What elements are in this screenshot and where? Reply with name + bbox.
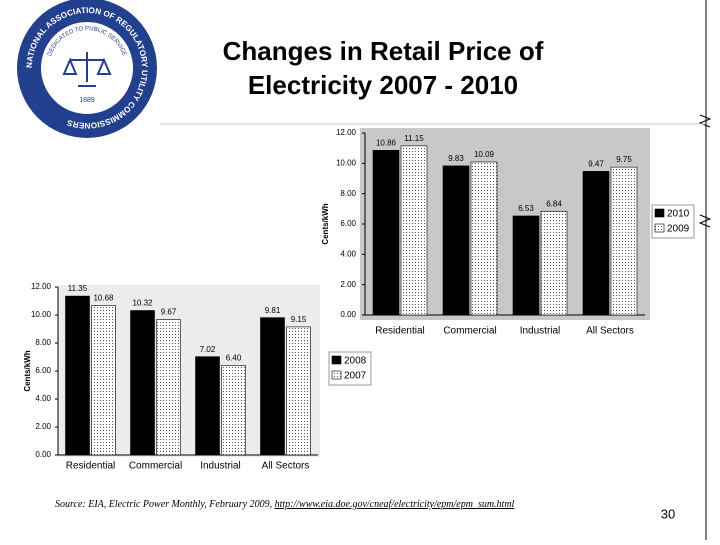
bar	[372, 149, 400, 316]
bar	[156, 319, 181, 456]
value-label: 10.86	[376, 138, 397, 147]
value-label: 10.32	[132, 299, 153, 308]
bar	[195, 356, 220, 456]
y-tick-label: 0.00	[35, 450, 51, 459]
value-label: 6.53	[518, 204, 534, 213]
y-tick-label: 6.00	[35, 366, 51, 375]
y-tick-label: 0.00	[340, 310, 356, 319]
source-link[interactable]: http://www.eia.doe.gov/cneaf/electricity…	[275, 499, 515, 510]
x-tick-label: Commercial	[443, 326, 496, 337]
x-tick-label: Industrial	[200, 461, 241, 472]
value-label: 9.81	[265, 306, 281, 315]
legend-swatch	[654, 208, 665, 218]
bar	[610, 166, 638, 316]
value-label: 11.35	[68, 284, 88, 293]
chart: 0.00 2.00 4.00 6.00 8.00 10.00 12.00 Cents/kWh R…	[23, 282, 372, 472]
source: Source: EIA, Electric Power Monthly, Feb…	[55, 499, 515, 510]
x-tick-label: Residential	[66, 461, 115, 472]
y-tick-label: 2.00	[35, 422, 51, 431]
value-label: 6.84	[546, 199, 562, 208]
bar	[286, 326, 311, 456]
chart: 0.00 2.00 4.00 6.00 8.00 10.00 12.00 Cents/kWh R…	[321, 128, 695, 337]
value-label: 9.15	[291, 315, 307, 324]
legend-swatch	[331, 370, 342, 380]
y-tick-label: 10.00	[336, 158, 357, 167]
legend-swatch	[654, 223, 665, 233]
x-tick-label: Residential	[375, 326, 424, 337]
y-axis-label: Cents/kWh	[23, 350, 32, 391]
y-tick-label: 4.00	[35, 394, 51, 403]
bar	[91, 305, 116, 456]
y-tick-label: 12.00	[336, 128, 357, 137]
bar	[540, 210, 568, 316]
y-axis-label: Cents/kWh	[321, 203, 330, 244]
y-tick-label: 8.00	[35, 338, 51, 347]
source-text: Source: EIA, Electric Power Monthly, Feb…	[55, 499, 275, 510]
value-label: 9.75	[616, 155, 632, 164]
page-number: 30	[661, 506, 675, 521]
legend-label: 2009	[667, 224, 690, 235]
value-label: 10.09	[474, 150, 495, 159]
value-label: 10.68	[93, 294, 114, 303]
bar	[470, 161, 498, 316]
side-zigzag	[698, 114, 712, 228]
y-tick-label: 6.00	[340, 219, 356, 228]
bar	[260, 317, 285, 456]
value-label: 7.02	[200, 345, 216, 354]
value-label: 9.47	[588, 159, 604, 168]
legend-label: 2008	[344, 356, 367, 367]
x-tick-label: All Sectors	[586, 326, 634, 337]
bar	[130, 310, 155, 456]
y-tick-label: 4.00	[340, 249, 356, 258]
value-label: 9.67	[161, 308, 177, 317]
x-tick-label: Commercial	[129, 461, 182, 472]
legend-label: 2007	[344, 371, 367, 382]
bar	[512, 215, 540, 316]
legend-label: 2010	[667, 209, 690, 220]
bar	[65, 295, 90, 456]
y-tick-label: 2.00	[340, 280, 356, 289]
bar	[442, 165, 470, 316]
y-tick-label: 12.00	[31, 282, 52, 291]
bar	[400, 145, 428, 316]
value-label: 11.15	[404, 134, 424, 143]
value-label: 6.40	[226, 354, 242, 363]
y-tick-label: 10.00	[31, 310, 52, 319]
title-line: Changes in Retail Price of	[223, 36, 544, 66]
value-label: 9.83	[448, 154, 464, 163]
x-tick-label: All Sectors	[262, 461, 310, 472]
x-tick-label: Industrial	[520, 326, 561, 337]
y-tick-label: 8.00	[340, 189, 356, 198]
legend-swatch	[331, 355, 342, 365]
bar	[582, 171, 610, 316]
bar	[221, 365, 246, 456]
logo-year: 1889	[79, 97, 95, 104]
logo: NATIONAL ASSOCIATION OF REGULATORY UTILI…	[17, 0, 157, 138]
title-line: Electricity 2007 - 2010	[248, 70, 518, 100]
